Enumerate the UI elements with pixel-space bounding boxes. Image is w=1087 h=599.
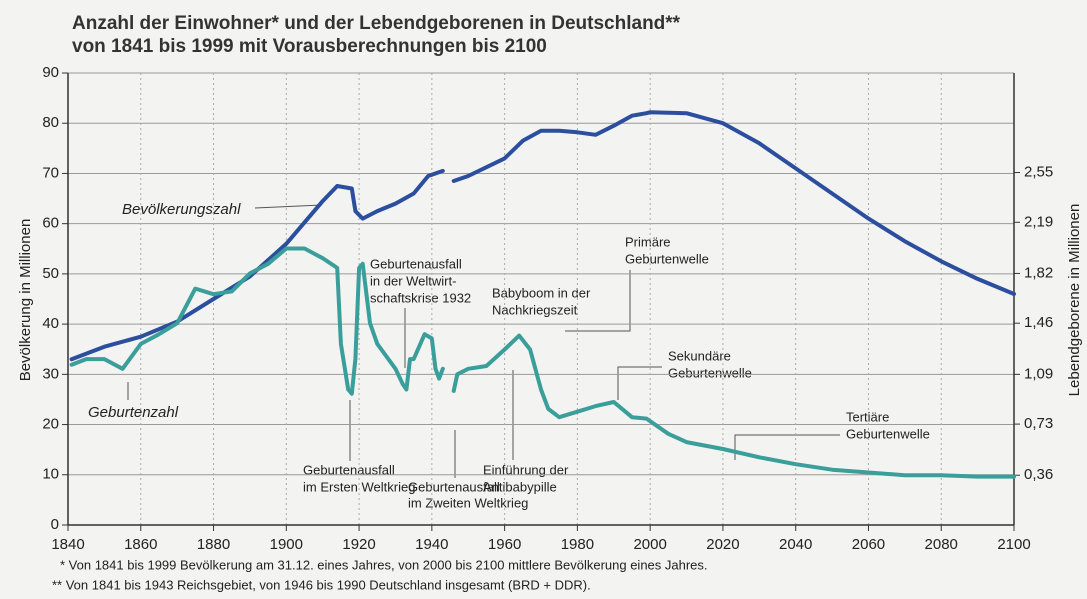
x-tick-label: 1900 [270,536,303,553]
annotation-line: Geburtenwelle [625,251,709,266]
chart-subtitle: von 1841 bis 1999 mit Vorausberechnungen… [72,36,547,57]
y2-tick-label: 2,55 [1024,163,1053,180]
footnote: ** Von 1841 bis 1943 Reichsgebiet, von 1… [52,577,591,592]
annotation: Geburtenausfall im Zweiten Weltkrieg [408,430,528,510]
annotation-line: Babyboom in der [492,285,591,300]
y-tick-label: 40 [42,315,59,332]
annotation-line: Geburtenausfall [370,256,462,271]
leader-line [254,204,323,209]
annotation-line: Sekundäre [668,348,731,363]
series-label: Geburtenzahl [88,404,179,421]
annotation-line: in der Weltwirt- [370,273,456,288]
x-tick-label: 2100 [997,536,1030,553]
x-tick-label: 1960 [488,536,521,553]
annotation-line: Tertiäre [846,409,889,424]
y-tick-label: 10 [42,466,59,483]
x-tick-label: 2020 [706,536,739,553]
annotation: Babyboom in der Nachkriegszeit [492,285,591,317]
leader-line [617,366,662,400]
x-tick-label: 2080 [925,536,958,553]
annotation-line: Geburtenwelle [846,426,930,441]
y2-tick-label: 0,73 [1024,415,1053,432]
annotation: Tertiäre Geburtenwelle [734,409,930,460]
x-tick-label: 1880 [197,536,230,553]
y-axis-label: Bevölkerung in Millionen [17,219,34,382]
y-tick-label: 70 [42,164,59,181]
y-tick-label: 90 [42,64,59,81]
x-tick-label: 2060 [852,536,885,553]
x-tick-label: 1860 [124,536,157,553]
annotation-line: im Ersten Weltkrieg [303,479,415,494]
annotation: Sekundäre Geburtenwelle [617,348,752,400]
y2-tick-label: 2,19 [1024,213,1053,230]
series-line [69,110,1016,362]
y-tick-label: 0 [51,516,59,533]
footnote: * Von 1841 bis 1999 Bevölkerung am 31.12… [60,557,708,572]
x-tick-label: 2040 [779,536,812,553]
annotation-line: schaftskrise 1932 [370,290,471,305]
leader-line [565,270,631,332]
y2-tick-label: 1,46 [1024,314,1053,331]
y2-tick-label: 1,82 [1024,264,1053,281]
y2-axis-label: Lebendgeborene in Millionen [1066,204,1083,397]
y2-tick-label: 0,36 [1024,466,1053,483]
y-tick-label: 20 [42,416,59,433]
x-tick-label: 1980 [561,536,594,553]
x-tick-label: 1920 [342,536,375,553]
annotation-line: Primäre [625,234,671,249]
series-label: Bevölkerungszahl [122,201,241,218]
annotation-line: im Zweiten Weltkrieg [408,495,528,510]
y-tick-label: 50 [42,265,59,282]
annotation-line: Antibabypille [483,479,557,494]
x-tick-label: 2000 [633,536,666,553]
x-tick-label: 1940 [415,536,448,553]
y-tick-label: 30 [42,365,59,382]
y2-tick-label: 1,09 [1024,365,1053,382]
y-tick-label: 60 [42,215,59,232]
annotation-line: Nachkriegszeit [492,302,578,317]
annotation: Geburtenausfall in der Weltwirt- schafts… [370,256,471,368]
annotation: Primäre Geburtenwelle [565,234,709,332]
annotation-line: Geburtenwelle [668,365,752,380]
x-tick-label: 1840 [51,536,84,553]
annotation-line: Geburtenausfall [408,479,500,494]
y-tick-label: 80 [42,114,59,131]
annotation-line: Geburtenausfall [303,462,395,477]
series-line [69,246,1016,479]
annotation: Geburtenausfall im Ersten Weltkrieg [303,400,415,494]
chart-title: Anzahl der Einwohner* und der Lebendgebo… [72,13,681,34]
